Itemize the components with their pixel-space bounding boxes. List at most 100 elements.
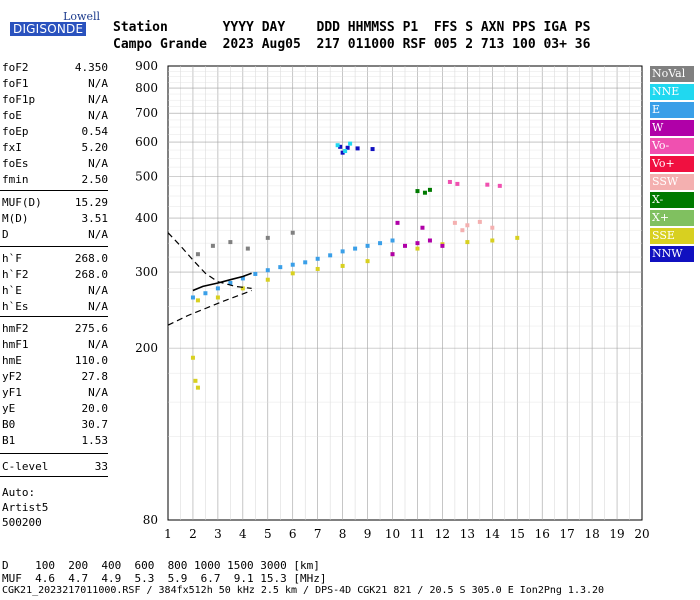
param-value: 2.50: [81, 173, 109, 186]
echo-point: [315, 256, 320, 261]
x-tick-label: 12: [435, 527, 450, 541]
y-tick-label: 600: [135, 135, 158, 149]
param-name: h`F2: [2, 268, 29, 281]
echo-point: [427, 238, 432, 243]
param-value: N/A: [88, 77, 108, 90]
param-value: N/A: [88, 284, 108, 297]
param-name: h`E: [2, 284, 22, 297]
echo-point: [278, 265, 283, 270]
echo-point: [340, 263, 345, 268]
y-tick-label: 400: [135, 211, 158, 225]
param-value: 30.7: [81, 418, 109, 431]
param-row: hmF1 N/A: [2, 338, 108, 352]
echo-point: [370, 147, 375, 152]
param-value: 110.0: [74, 354, 108, 367]
echo-point: [210, 243, 215, 248]
echo-point: [355, 146, 360, 151]
sidebar-separator: [0, 476, 108, 477]
echo-point: [340, 150, 345, 155]
param-row: foEs N/A: [2, 157, 108, 171]
echo-point: [195, 252, 200, 257]
param-value: N/A: [88, 338, 108, 351]
muf-row: MUF 4.6 4.7 4.9 5.3 5.9 6.7 9.1 15.3 [MH…: [2, 572, 327, 585]
dashed-lower-profile: [167, 289, 252, 326]
param-name: hmF1: [2, 338, 29, 351]
param-value: 27.8: [81, 370, 109, 383]
legend-item: X+: [650, 210, 694, 226]
echo-point: [390, 238, 395, 243]
param-row: hmE 110.0: [2, 354, 108, 368]
echo-point: [265, 235, 270, 240]
param-name: hmE: [2, 354, 22, 367]
file-info-footer: CGK21_2023217011000.RSF / 384fx512h 50 k…: [2, 585, 605, 596]
echo-point: [427, 187, 432, 192]
param-name: h`F: [2, 252, 22, 265]
echo-point: [240, 286, 245, 291]
param-value: N/A: [88, 157, 108, 170]
echo-point: [203, 291, 208, 296]
x-tick-label: 4: [239, 527, 247, 541]
param-name: D: [2, 228, 9, 241]
auto-scaling-label: Artist5: [2, 501, 49, 514]
echo-point: [477, 219, 482, 224]
echo-point: [245, 246, 250, 251]
param-row: foEp 0.54: [2, 125, 108, 139]
param-value: N/A: [88, 228, 108, 241]
param-name: fxI: [2, 141, 22, 154]
echo-point: [390, 252, 395, 257]
sidebar-separator: [0, 246, 108, 247]
param-row: h`F2 268.0: [2, 268, 108, 282]
echo-point: [490, 225, 495, 230]
x-tick-label: 18: [584, 527, 599, 541]
echo-point: [338, 144, 343, 149]
echo-point: [395, 220, 400, 225]
echo-point: [415, 241, 420, 246]
x-tick-label: 13: [460, 527, 475, 541]
echo-point: [422, 190, 427, 195]
param-name: foEp: [2, 125, 29, 138]
echo-point: [447, 179, 452, 184]
y-tick-label: 200: [135, 341, 158, 355]
echo-point: [193, 378, 198, 383]
distance-row: D 100 200 400 600 800 1000 1500 3000 [km…: [2, 559, 320, 572]
echo-point: [465, 223, 470, 228]
echo-point: [228, 281, 233, 286]
echo-point: [452, 220, 457, 225]
param-row: hmF2 275.6: [2, 322, 108, 336]
y-tick-label: 700: [135, 106, 158, 120]
x-tick-label: 19: [609, 527, 624, 541]
echo-point: [348, 141, 353, 146]
param-name: foF2: [2, 61, 29, 74]
param-name: B1: [2, 434, 16, 447]
x-tick-label: 11: [410, 527, 425, 541]
dashed-upper-profile: [167, 232, 252, 289]
echo-point: [228, 240, 233, 245]
echo-point: [497, 183, 502, 188]
echo-point: [335, 143, 340, 148]
digisonde-logo: Lowell DIGISONDE: [2, 10, 106, 40]
param-row: D N/A: [2, 228, 108, 242]
echo-point: [215, 295, 220, 300]
echo-point: [420, 225, 425, 230]
legend-item: E: [650, 102, 694, 118]
param-value: N/A: [88, 93, 108, 106]
param-value: 275.6: [74, 322, 108, 335]
param-row: h`Es N/A: [2, 300, 108, 314]
x-tick-label: 5: [264, 527, 272, 541]
echo-point: [253, 271, 258, 276]
echo-point: [490, 238, 495, 243]
x-tick-label: 20: [634, 527, 649, 541]
legend-item: Vo+: [650, 156, 694, 172]
echo-point: [240, 276, 245, 281]
param-name: foE: [2, 109, 22, 122]
param-value: N/A: [88, 109, 108, 122]
echo-point: [465, 240, 470, 245]
echo-point: [415, 189, 420, 194]
x-tick-label: 7: [314, 527, 322, 541]
param-name: hmF2: [2, 322, 29, 335]
y-tick-label: 800: [135, 81, 158, 95]
param-value: N/A: [88, 300, 108, 313]
echo-point: [365, 259, 370, 264]
echo-point: [315, 266, 320, 271]
